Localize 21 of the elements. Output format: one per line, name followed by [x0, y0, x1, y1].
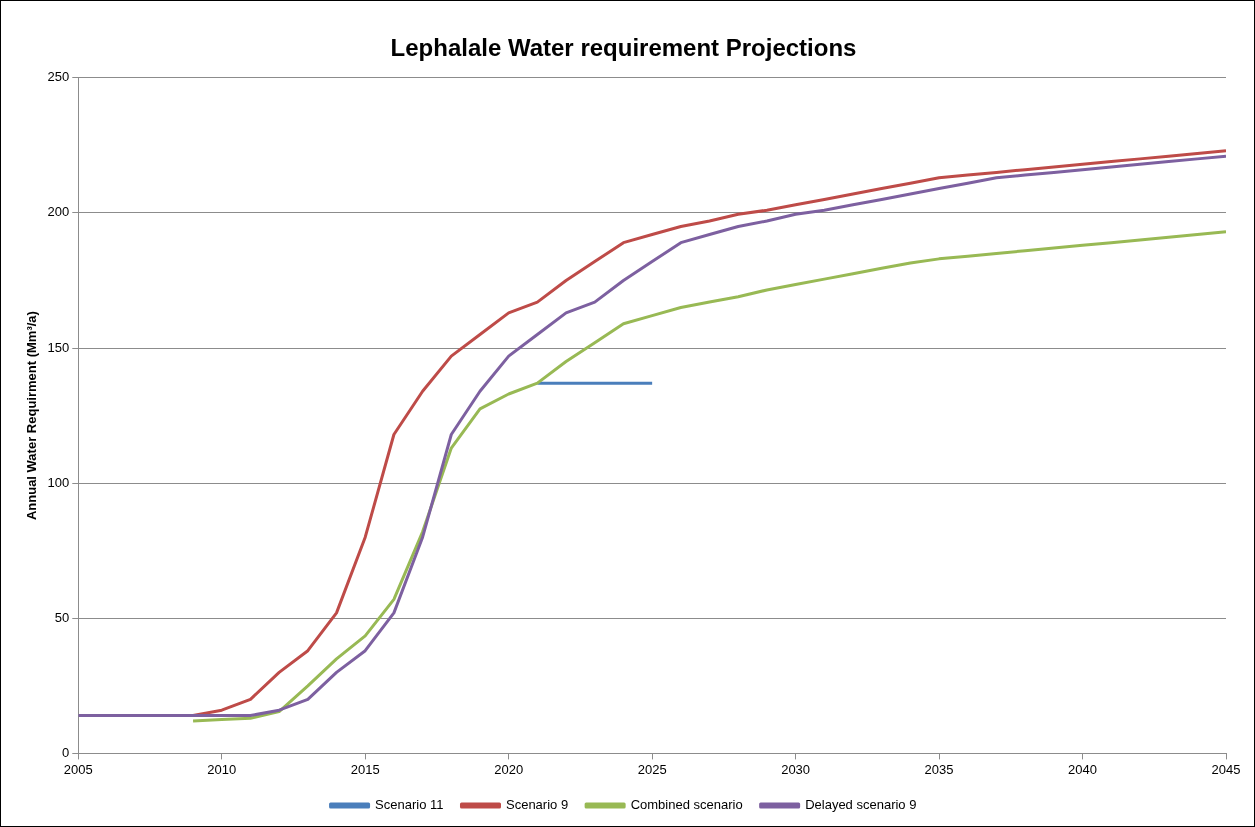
legend-label: Scenario 11: [375, 797, 444, 813]
legend-label: Delayed scenario 9: [805, 797, 917, 813]
legend-label: Combined scenario: [630, 797, 743, 813]
x-tick-label: 2015: [350, 761, 380, 777]
y-tick-label: 250: [47, 69, 70, 85]
x-tick-label: 2035: [924, 761, 954, 777]
y-tick-label: 0: [62, 744, 70, 760]
chart-title: Lephalale Water requirement Projections: [390, 34, 857, 62]
legend-label: Scenario 9: [505, 797, 569, 813]
x-tick-label: 2010: [207, 761, 237, 777]
y-tick-label: 50: [54, 609, 70, 625]
y-tick-label: 200: [47, 204, 70, 220]
x-tick-label: 2040: [1068, 761, 1097, 777]
x-tick-label: 2005: [63, 761, 93, 777]
y-axis-title: Annual Water Requirment (Mm³/a): [24, 311, 40, 521]
y-tick-label: 100: [47, 474, 70, 490]
y-tick-label: 150: [47, 339, 70, 355]
x-tick-label: 2020: [494, 761, 524, 777]
x-tick-label: 2025: [637, 761, 667, 777]
x-tick-label: 2030: [781, 761, 811, 777]
x-tick-label: 2045: [1211, 761, 1241, 777]
